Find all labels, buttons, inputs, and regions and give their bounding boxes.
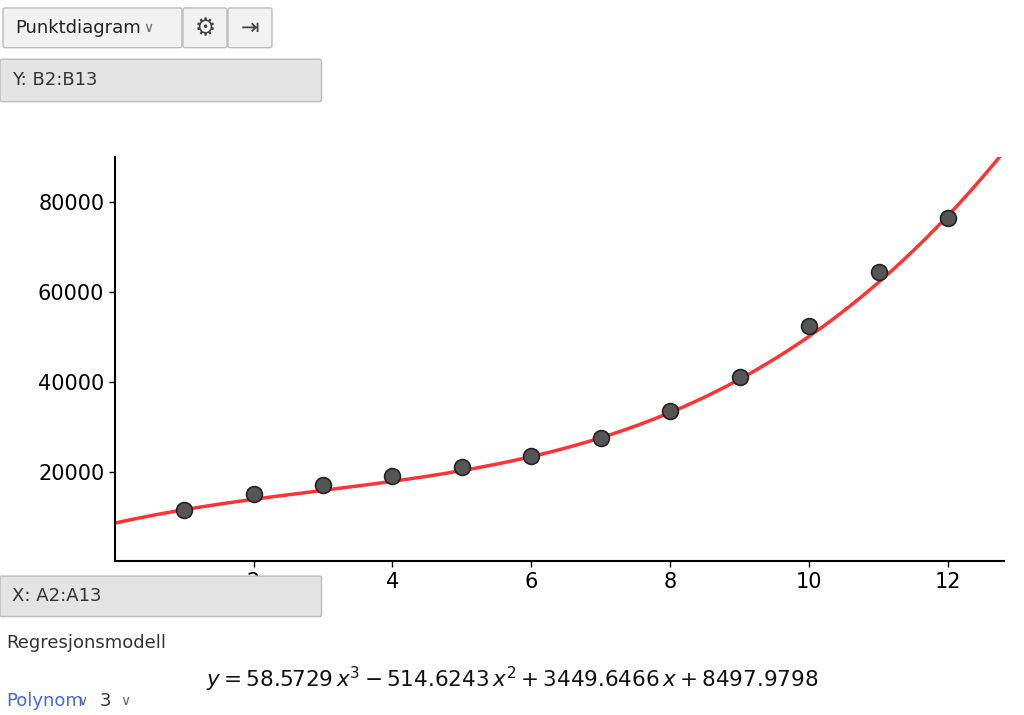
Text: ⚙: ⚙	[195, 16, 216, 40]
FancyBboxPatch shape	[3, 8, 182, 48]
Text: $y = 58.5729\,x^3 - 514.6243\,x^2 + 3449.6466\,x + 8497.9798$: $y = 58.5729\,x^3 - 514.6243\,x^2 + 3449…	[206, 665, 818, 694]
Point	[870, 266, 887, 277]
Text: ⇥: ⇥	[241, 18, 259, 38]
Text: Regresjonsmodell: Regresjonsmodell	[6, 633, 166, 651]
Text: ∨: ∨	[120, 694, 130, 708]
Text: X: A2:A13: X: A2:A13	[12, 587, 101, 606]
Point	[176, 504, 193, 516]
Point	[662, 405, 678, 417]
Text: ∨: ∨	[77, 694, 87, 708]
Point	[731, 372, 748, 383]
Point	[523, 450, 540, 461]
FancyBboxPatch shape	[183, 8, 227, 48]
Point	[314, 479, 331, 490]
FancyBboxPatch shape	[0, 576, 322, 616]
Point	[940, 212, 956, 224]
Point	[384, 470, 400, 482]
Text: ∨: ∨	[143, 21, 153, 35]
Point	[801, 320, 817, 331]
Text: 3: 3	[99, 692, 111, 710]
FancyBboxPatch shape	[228, 8, 272, 48]
Text: Polynom: Polynom	[6, 692, 83, 710]
FancyBboxPatch shape	[0, 59, 322, 102]
Point	[454, 461, 470, 473]
Point	[246, 488, 262, 500]
Point	[593, 432, 609, 443]
Text: Punktdiagram: Punktdiagram	[15, 19, 140, 36]
Text: Y: B2:B13: Y: B2:B13	[12, 72, 97, 89]
